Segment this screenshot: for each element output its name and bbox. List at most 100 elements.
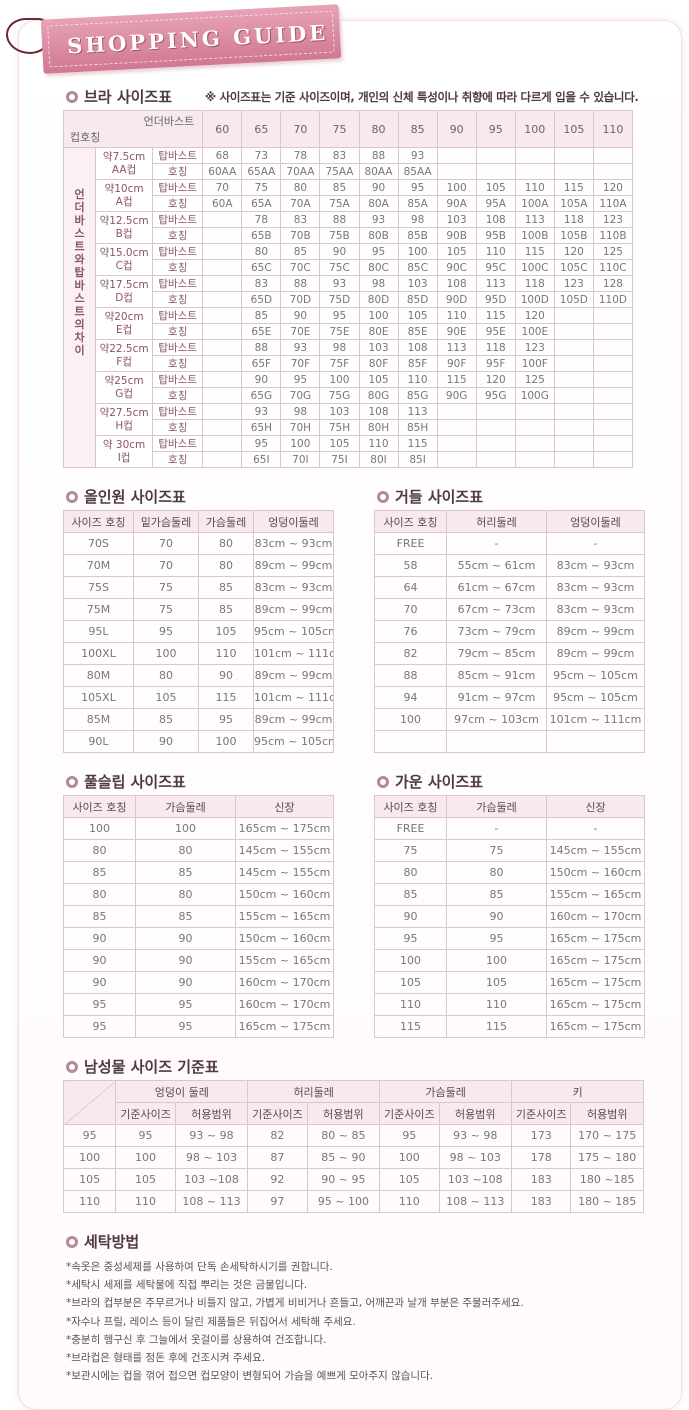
table-cell: 80 xyxy=(198,554,254,577)
table-cell: 85C xyxy=(397,259,438,276)
table-cell: 95 xyxy=(135,1015,236,1038)
table-cell: 93 xyxy=(241,403,282,420)
table-cell: 98 ~ 103 xyxy=(174,1146,249,1169)
table-cell: 65D xyxy=(241,291,282,308)
table-cell: 80 xyxy=(63,883,136,906)
table-cell: 95 ~ 100 xyxy=(306,1190,381,1213)
table-cell xyxy=(514,403,555,420)
table-row: 85M 85 95 89cm ~ 99cm xyxy=(63,708,334,731)
table-cell: 100 xyxy=(62,1146,117,1169)
table-cell: 95A xyxy=(475,195,516,212)
table-cell: 85I xyxy=(397,451,438,468)
group-header: 키 xyxy=(511,1080,644,1103)
table-row: 105 105 103 ~108 92 90 ~ 95 105 103 ~108 183 180… xyxy=(62,1168,644,1191)
table-row: 85 85 155cm ~ 165cm xyxy=(63,905,334,928)
table-cell: 98 xyxy=(358,275,399,292)
table-cell: 80 xyxy=(133,664,199,687)
circle-bullet-icon xyxy=(66,1235,78,1248)
table-cell: 165cm ~ 175cm xyxy=(546,993,645,1016)
table-cell: 75A xyxy=(319,195,360,212)
table-cell: 95 xyxy=(63,993,136,1016)
table-cell: 145cm ~ 155cm xyxy=(235,861,334,884)
subheader: 허용범위 xyxy=(570,1102,644,1125)
table-cell: 110 xyxy=(115,1190,176,1213)
table-cell xyxy=(553,147,594,164)
table-cell: 98 xyxy=(280,403,321,420)
cup-diff: 약10cm xyxy=(104,182,144,195)
row-label: 탑바스트 xyxy=(152,179,204,196)
table-cell: 75G xyxy=(319,387,360,404)
top-bust-row: 약27.5cm H컵 탑바스트 93 98 103 108 113 xyxy=(64,403,634,436)
table-cell xyxy=(592,403,634,420)
table-cell: 85 xyxy=(135,861,236,884)
table-row: 82 79cm ~ 85cm 89cm ~ 99cm xyxy=(374,642,645,665)
table-cell: 95 xyxy=(397,179,438,196)
table-row: 80 80 150cm ~ 160cm xyxy=(374,861,645,884)
table-cell: 95C xyxy=(475,259,516,276)
care-line: *브라의 컵부분은 주무르거나 비틀지 않고, 가볍게 비비거나 흔들고, 어깨… xyxy=(66,1297,524,1310)
table-cell: 183 xyxy=(511,1168,572,1191)
table-cell: 90 xyxy=(135,927,236,950)
cup-name: H컵 xyxy=(115,419,133,432)
table-cell: 105 xyxy=(374,971,447,994)
table-cell: 95cm ~ 105cm xyxy=(546,686,645,709)
table-cell: 103 xyxy=(358,339,399,356)
table-cell: 85 xyxy=(198,576,254,599)
table-cell: 115 xyxy=(514,243,555,260)
subheader: 기준사이즈 xyxy=(247,1102,308,1125)
table-cell: 108 xyxy=(475,211,516,228)
table-cell: 101cm ~ 111cm xyxy=(253,642,334,665)
table-cell: 95 xyxy=(62,1124,117,1147)
gown-section-title: 가운 사이즈표 xyxy=(377,771,483,792)
table-cell: 110D xyxy=(592,291,634,308)
table-cell: 89cm ~ 99cm xyxy=(253,598,334,621)
table-cell: 165cm ~ 175cm xyxy=(235,817,334,840)
row-label: 탑바스트 xyxy=(152,147,204,164)
table-cell: 101cm ~ 111cm xyxy=(253,686,334,709)
column-header: 엉덩이둘레 xyxy=(546,510,645,533)
table-cell: 80H xyxy=(358,419,399,436)
table-cell: 82 xyxy=(374,642,447,665)
top-bust-row: 약25cm G컵 탑바스트 90 95 100 105 110 115 120 125 xyxy=(64,371,634,404)
table-cell xyxy=(202,307,243,324)
table-cell: 108 xyxy=(358,403,399,420)
cup-name: B컵 xyxy=(115,227,133,240)
table-cell: 89cm ~ 99cm xyxy=(253,708,334,731)
table-cell xyxy=(475,403,516,420)
table-cell: 85F xyxy=(397,355,438,372)
table-cell: 80M xyxy=(63,664,134,687)
table-cell xyxy=(553,355,594,372)
table-cell: 83cm ~ 93cm xyxy=(546,598,645,621)
table-cell: 103 xyxy=(436,211,477,228)
table-cell: 95 xyxy=(280,371,321,388)
table-cell: 83 xyxy=(319,147,360,164)
table-cell xyxy=(592,451,634,468)
column-header: 75 xyxy=(319,110,360,148)
circle-bullet-icon xyxy=(377,490,389,503)
table-cell xyxy=(514,163,555,180)
row-label: 탑바스트 xyxy=(152,403,204,420)
table-row: FREE - - xyxy=(374,532,645,555)
table-cell: 70D xyxy=(280,291,321,308)
table-cell: 90 xyxy=(374,905,447,928)
table-cell: 65G xyxy=(241,387,282,404)
table-cell: 105 xyxy=(133,686,199,709)
subheader: 허용범위 xyxy=(174,1102,249,1125)
cup-label-cell: 약15.0cm C컵 xyxy=(95,243,154,276)
table-cell: 155cm ~ 165cm xyxy=(235,949,334,972)
cup-diff: 약25cm xyxy=(104,374,144,387)
table-cell: 95 xyxy=(241,435,282,452)
table-cell: 95B xyxy=(475,227,516,244)
table-cell: 70 xyxy=(374,598,447,621)
row-label: 호칭 xyxy=(152,163,204,180)
table-cell: 95G xyxy=(475,387,516,404)
table-cell: 110 xyxy=(358,435,399,452)
table-cell: - xyxy=(446,532,547,555)
table-cell: 70G xyxy=(280,387,321,404)
top-bust-row: 약20cm E컵 탑바스트 85 90 95 100 105 110 115 120 xyxy=(64,307,634,340)
table-cell: 90 xyxy=(63,949,136,972)
table-cell: 95L xyxy=(63,620,134,643)
column-header: 사이즈 호칭 xyxy=(63,795,136,818)
table-cell: 80I xyxy=(358,451,399,468)
gown-size-table: 사이즈 호칭 가슴둘레 신장 FREE - -75 75 145cm ~ 155cm 80 80 1… xyxy=(374,795,645,1038)
